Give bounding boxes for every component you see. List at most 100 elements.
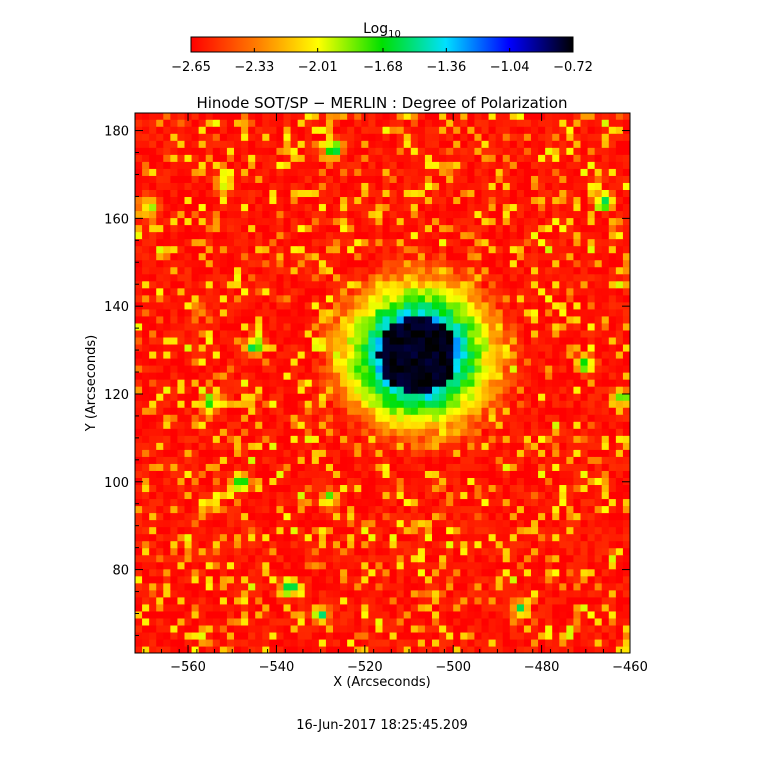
heatmap-cell [318, 568, 327, 577]
heatmap-cell [587, 470, 596, 478]
heatmap-cell [198, 596, 207, 605]
heatmap-cell [608, 638, 617, 647]
heatmap-cell [410, 308, 419, 317]
heatmap-cell [467, 336, 476, 345]
heatmap-cell [184, 484, 193, 493]
heatmap-cell [488, 217, 497, 226]
heatmap-cell [283, 301, 292, 310]
heatmap-cell [424, 252, 433, 261]
heatmap-cell [149, 400, 157, 408]
heatmap-cell [156, 231, 164, 240]
heatmap-cell [325, 189, 334, 198]
heatmap-cell [474, 259, 483, 268]
heatmap-cell [615, 428, 624, 436]
heatmap-cell [347, 308, 355, 317]
heatmap-cell [170, 301, 179, 310]
heatmap-cell [573, 280, 582, 289]
heatmap-cell [226, 365, 235, 373]
heatmap-cell [269, 287, 278, 296]
heatmap-cell [219, 575, 228, 584]
heatmap-cell [318, 442, 327, 450]
heatmap-cell [432, 329, 440, 338]
heatmap-cell [318, 533, 327, 542]
heatmap-cell [559, 407, 567, 415]
heatmap-cell [622, 287, 630, 296]
heatmap-cell [587, 498, 596, 507]
heatmap-cell [410, 638, 419, 647]
heatmap-cell [163, 147, 171, 155]
heatmap-cell [375, 343, 384, 352]
heatmap-cell [545, 182, 553, 190]
heatmap-cell [446, 540, 454, 549]
heatmap-cell [552, 329, 560, 338]
heatmap-cell [248, 575, 256, 584]
heatmap-cell [375, 189, 384, 198]
heatmap-cell [198, 463, 207, 471]
heatmap-cell [347, 168, 355, 176]
heatmap-cell [142, 301, 150, 310]
heatmap-cell [587, 442, 596, 450]
heatmap-cell [290, 161, 299, 169]
heatmap-cell [552, 491, 560, 500]
heatmap-cell [347, 365, 355, 373]
heatmap-cell [333, 421, 341, 429]
heatmap-cell [424, 365, 433, 373]
heatmap-cell [580, 463, 589, 471]
heatmap-cell [304, 547, 313, 556]
heatmap-cell [340, 589, 348, 598]
heatmap-cell [615, 540, 624, 549]
heatmap-cell [481, 287, 490, 296]
heatmap-cell [523, 512, 532, 521]
heatmap-cell [502, 568, 511, 577]
heatmap-cell [297, 568, 306, 577]
heatmap-cell [304, 498, 313, 507]
heatmap-cell [396, 189, 405, 198]
heatmap-cell [552, 231, 560, 240]
heatmap-cell [276, 315, 285, 324]
heatmap-cell [198, 400, 207, 408]
heatmap-cell [566, 217, 575, 226]
heatmap-cell [226, 343, 235, 352]
heatmap-cell [531, 596, 539, 605]
heatmap-cell [262, 526, 270, 535]
heatmap-cell [333, 379, 341, 387]
heatmap-cell [516, 435, 525, 443]
heatmap-cell [460, 294, 468, 303]
heatmap-cell [594, 189, 603, 198]
heatmap-cell [481, 568, 490, 577]
heatmap-cell [333, 196, 341, 205]
heatmap-cell [375, 631, 384, 640]
heatmap-cell [382, 463, 391, 471]
heatmap-cell [573, 315, 582, 324]
heatmap-cell [488, 547, 497, 556]
heatmap-cell [594, 582, 603, 591]
heatmap-cell [262, 484, 270, 493]
heatmap-cell [424, 154, 433, 162]
heatmap-cell [255, 407, 263, 415]
heatmap-cell [382, 168, 391, 176]
heatmap-cell [622, 470, 630, 478]
heatmap-cell [149, 561, 157, 570]
heatmap-cell [587, 449, 596, 457]
heatmap-cell [177, 624, 186, 633]
heatmap-cell [354, 336, 362, 345]
heatmap-cell [135, 245, 143, 254]
heatmap-cell [290, 315, 299, 324]
heatmap-cell [608, 491, 617, 500]
heatmap-cell [382, 533, 391, 542]
heatmap-cell [403, 161, 412, 169]
heatmap-cell [333, 414, 341, 422]
heatmap-cell [333, 575, 341, 584]
heatmap-cell [417, 287, 426, 296]
heatmap-cell [262, 203, 270, 212]
heatmap-cell [234, 315, 242, 324]
heatmap-cell [389, 259, 398, 268]
heatmap-cell [566, 645, 575, 653]
heatmap-cell [587, 484, 596, 493]
heatmap-cell [424, 308, 433, 317]
heatmap-cell [432, 456, 440, 464]
heatmap-cell [417, 259, 426, 268]
heatmap-cell [446, 484, 454, 493]
heatmap-cell [587, 463, 596, 471]
heatmap-cell [516, 624, 525, 633]
